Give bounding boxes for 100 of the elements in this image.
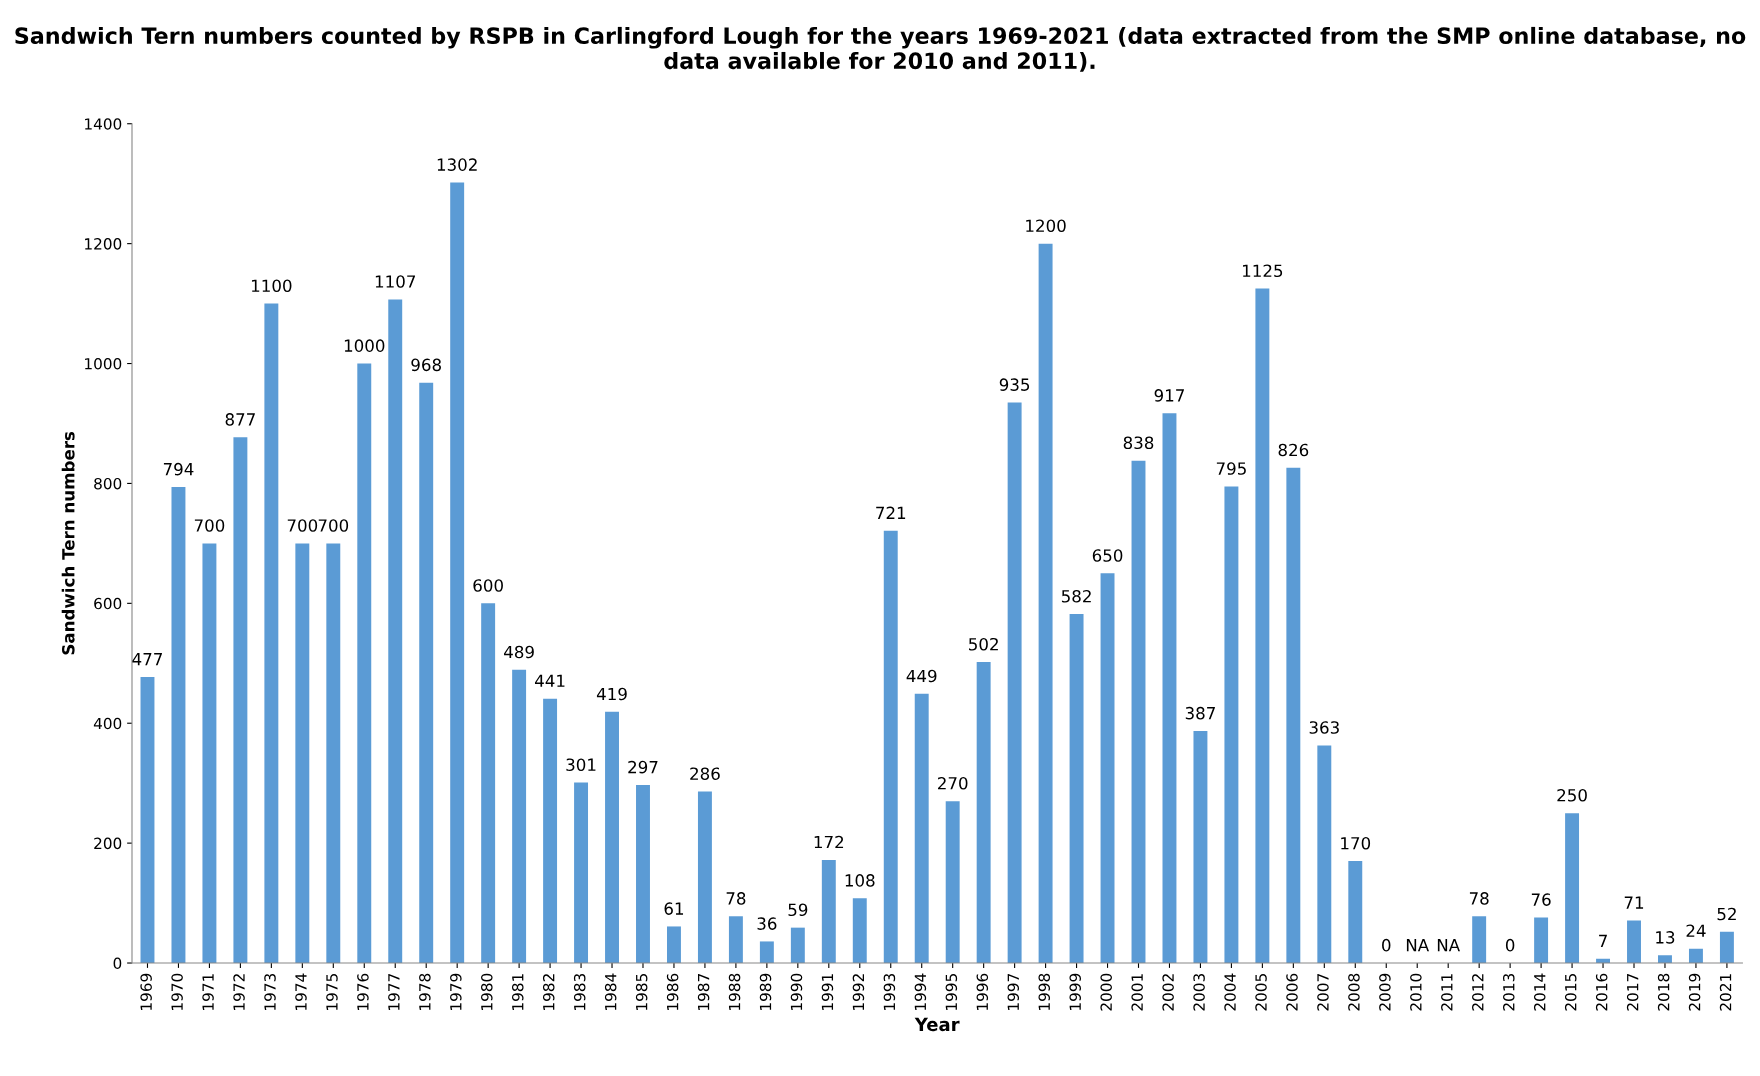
bar	[728, 916, 743, 964]
bar	[1007, 402, 1022, 964]
data-label: 582	[1061, 589, 1091, 603]
data-label: 441	[534, 674, 565, 687]
data-label: 170	[1341, 836, 1371, 850]
bar	[1193, 731, 1208, 964]
data-label: 270	[938, 776, 968, 790]
data-label: 449	[906, 669, 937, 683]
x-tick-label: 2005	[1255, 974, 1267, 1011]
data-label: 1100	[251, 279, 292, 293]
x-tick-label: 2011	[1441, 974, 1453, 1011]
x-tick-label: 1979	[450, 973, 462, 1010]
data-label: 826	[1278, 443, 1309, 457]
bar	[1719, 931, 1734, 964]
bar	[1286, 467, 1301, 964]
x-tick-label: 1982	[542, 974, 555, 1010]
data-label: 838	[1123, 436, 1154, 450]
data-label: 795	[1216, 462, 1246, 475]
x-tick-label: 2004	[1224, 973, 1236, 1011]
x-tick-label: 2008	[1348, 973, 1360, 1011]
bar	[1348, 861, 1363, 964]
y-tick-label: 800	[94, 477, 122, 490]
data-label: 71	[1624, 896, 1644, 909]
data-label: 76	[1531, 893, 1551, 906]
bar	[914, 693, 929, 964]
bar	[697, 791, 712, 964]
x-tick-label: 2015	[1564, 974, 1577, 1011]
data-label: 0	[1382, 938, 1391, 952]
data-label: 650	[1092, 549, 1123, 562]
x-tick-label: 2006	[1286, 973, 1298, 1011]
bar	[140, 677, 155, 964]
x-tick-label: 2021	[1719, 974, 1732, 1011]
bar	[419, 382, 434, 964]
x-tick-label: 1984	[604, 973, 617, 1010]
text: NA	[1406, 939, 1430, 952]
x-tick-label: 2007	[1317, 974, 1329, 1011]
bar	[202, 543, 217, 964]
bar	[1069, 614, 1084, 964]
x-tick-label: 1986	[666, 973, 679, 1010]
bar	[1627, 920, 1641, 964]
data-label: 172	[814, 835, 844, 849]
bar	[1131, 460, 1146, 964]
data-label: 968	[411, 358, 441, 372]
x-tick-label: 1973	[264, 973, 276, 1010]
data-label: 935	[999, 378, 1030, 391]
data-label: 250	[1557, 788, 1587, 802]
x-tick-label: 1983	[573, 973, 586, 1010]
x-tick-label: 1969	[140, 973, 152, 1010]
data-label: 78	[1469, 892, 1489, 905]
x-tick-label: 1975	[326, 974, 338, 1010]
x-tick-label: 1992	[852, 974, 865, 1010]
data-label: 700	[287, 519, 318, 532]
data-label: 301	[566, 758, 596, 772]
x-tick-label: 2010	[1410, 973, 1422, 1011]
bar	[295, 543, 310, 964]
bar	[543, 698, 558, 964]
bar	[357, 363, 372, 964]
y-tick-label: 1200	[85, 238, 122, 250]
x-tick-label: 1999	[1069, 973, 1081, 1010]
x-tick-label: 2002	[1162, 974, 1174, 1011]
bar	[1565, 813, 1580, 964]
x-tick-label: 2013	[1503, 973, 1515, 1011]
x-tick-label: 1997	[1007, 974, 1020, 1010]
bar	[574, 782, 589, 964]
y-axis-title: Sandwich Tern numbers	[61, 431, 75, 655]
bar	[636, 784, 650, 964]
bar	[1658, 955, 1672, 964]
data-label: 419	[596, 687, 627, 701]
x-tick-label: 2016	[1595, 973, 1608, 1011]
x-tick-label: 1987	[697, 974, 710, 1010]
data-label: 52	[1717, 907, 1736, 921]
data-label: 13	[1656, 931, 1675, 944]
x-tick-label: 2014	[1533, 973, 1546, 1011]
data-label: 794	[163, 462, 194, 476]
data-label: 877	[225, 413, 255, 426]
x-tick-label: 1977	[388, 974, 400, 1010]
data-label: 297	[628, 760, 658, 774]
x-tick-label: 2001	[1131, 974, 1143, 1011]
x-tick-label: 2017	[1626, 974, 1639, 1011]
bar	[790, 927, 805, 964]
bar	[976, 662, 991, 964]
y-tick-label: 600	[94, 597, 122, 610]
data-label: 1000	[344, 339, 385, 352]
y-tick-label: 200	[94, 837, 122, 850]
bar	[1317, 745, 1332, 964]
bar	[1100, 573, 1115, 964]
bar	[1688, 948, 1703, 964]
bar	[1162, 413, 1177, 964]
x-tick-label: 2009	[1379, 973, 1391, 1011]
bar	[1038, 243, 1053, 964]
bar	[852, 898, 867, 964]
data-label: 363	[1309, 721, 1339, 734]
bar	[821, 859, 836, 964]
data-label: 700	[318, 519, 349, 532]
y-tick-label: 0	[113, 957, 122, 970]
x-tick-label: 2012	[1472, 974, 1484, 1011]
bar	[666, 926, 681, 964]
x-tick-label: 1998	[1038, 973, 1051, 1010]
data-label: 59	[788, 903, 808, 917]
data-label: 1125	[1243, 264, 1283, 278]
